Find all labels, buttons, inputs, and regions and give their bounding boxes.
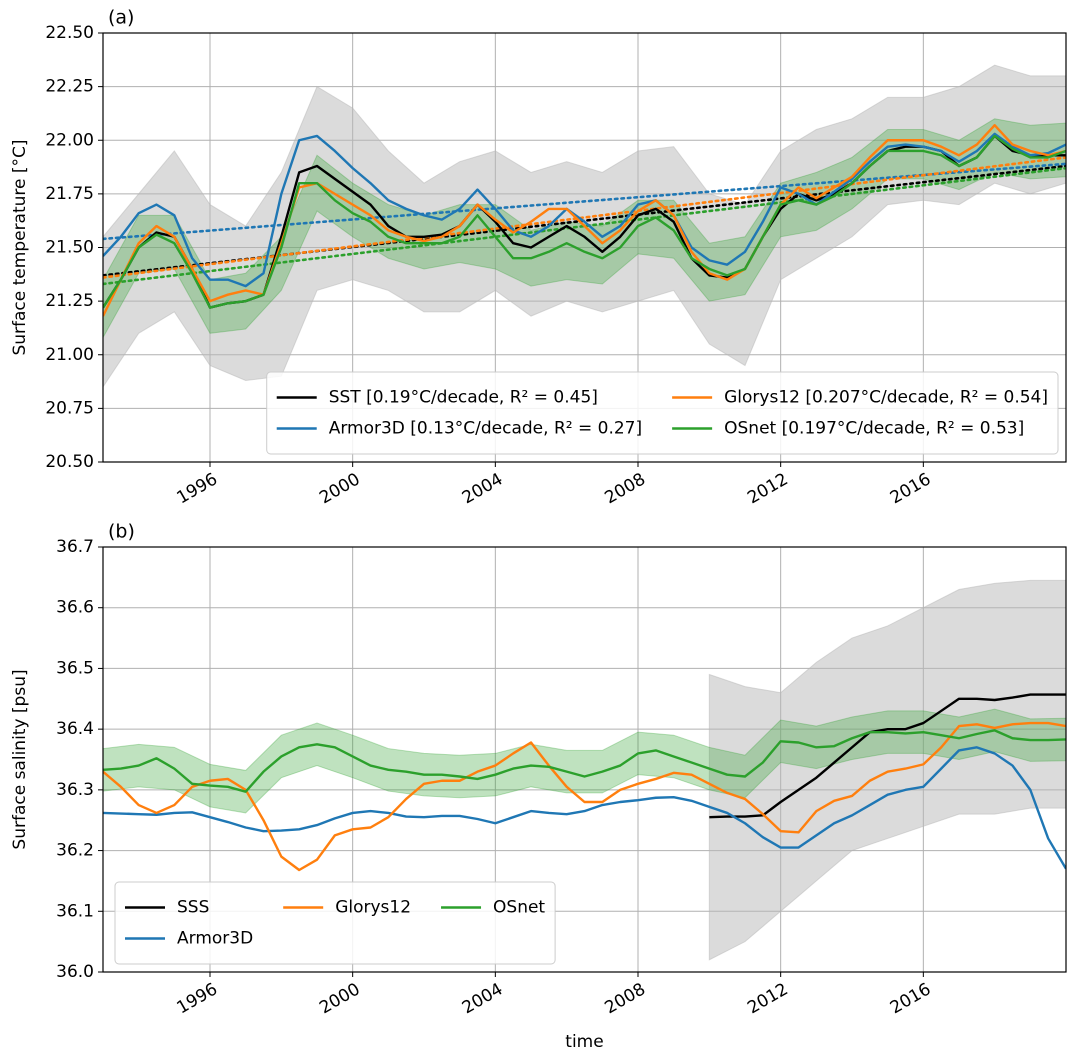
legend-label: SST [0.19°C/decade, R² = 0.45]: [329, 388, 598, 408]
legend-label: Armor3D [0.13°C/decade, R² = 0.27]: [329, 419, 642, 439]
y-tick-label: 21.25: [45, 291, 94, 311]
x-tick-label: 1996: [174, 469, 221, 508]
x-tick-label: 2016: [887, 979, 934, 1018]
y-tick-label: 36.1: [56, 901, 94, 921]
axes-frame: [102, 546, 1067, 973]
panel-title: (a): [108, 7, 134, 29]
y-tick-label: 21.00: [45, 345, 94, 365]
y-tick-label: 22.50: [45, 23, 94, 43]
x-tick-label: 2000: [316, 979, 363, 1018]
series-line: [709, 693, 1066, 819]
panel-title: (b): [108, 521, 135, 543]
legend-frame: [266, 371, 1059, 455]
legend-label: OSnet [0.197°C/decade, R² = 0.53]: [724, 419, 1024, 439]
y-tick-label: 21.75: [45, 184, 94, 204]
trend-line: [103, 156, 1066, 279]
x-tick-label: 2012: [744, 469, 791, 508]
y-tick-label: 36.4: [56, 719, 94, 739]
x-axis-label: time: [565, 1032, 603, 1052]
legend-frame: [114, 881, 556, 965]
y-tick-label: 20.75: [45, 398, 94, 418]
x-tick-label: 2004: [459, 469, 506, 508]
x-tick-label: 2016: [887, 469, 934, 508]
y-axis-label: Surface temperature [°C]: [10, 139, 30, 355]
y-tick-label: 21.50: [45, 238, 94, 258]
x-tick-label: 2000: [316, 469, 363, 508]
series-line: [103, 729, 1066, 793]
legend-label: SSS: [177, 898, 209, 918]
axes-frame: [102, 32, 1067, 463]
y-tick-label: 36.2: [56, 841, 94, 861]
legend-label: Glorys12 [0.207°C/decade, R² = 0.54]: [724, 388, 1048, 408]
series-line: [103, 746, 1066, 870]
x-tick-label: 2008: [602, 979, 649, 1018]
y-tick-label: 22.00: [45, 130, 94, 150]
y-axis-label: Surface salinity [psu]: [10, 669, 30, 849]
legend: SSS Armor3D Glorys12 OSnet: [114, 881, 556, 965]
x-tick-label: 2004: [459, 979, 506, 1018]
plot-area: [103, 547, 1066, 972]
y-tick-label: 36.0: [56, 962, 94, 982]
y-tick-label: 22.25: [45, 77, 94, 97]
spread-band: [103, 708, 1066, 814]
trend-line: [103, 166, 1066, 286]
series-line: [103, 134, 1066, 309]
x-tick-label: 2008: [602, 469, 649, 508]
legend-label: OSnet: [493, 898, 545, 918]
series-line: [103, 721, 1066, 872]
legend-label: Glorys12: [335, 898, 411, 918]
legend: SST [0.19°C/decade, R² = 0.45] Armor3D [0…: [266, 371, 1059, 455]
x-tick-label: 1996: [174, 979, 221, 1018]
y-tick-label: 36.5: [56, 658, 94, 678]
series-line: [103, 132, 1066, 288]
y-tick-label: 36.6: [56, 598, 94, 618]
plot-area: [103, 33, 1066, 462]
y-tick-label: 20.50: [45, 452, 94, 472]
x-tick-label: 2012: [744, 979, 791, 1018]
y-tick-label: 36.3: [56, 780, 94, 800]
y-tick-label: 36.7: [56, 537, 94, 557]
spread-band: [708, 579, 1066, 961]
legend-label: Armor3D: [177, 929, 253, 949]
